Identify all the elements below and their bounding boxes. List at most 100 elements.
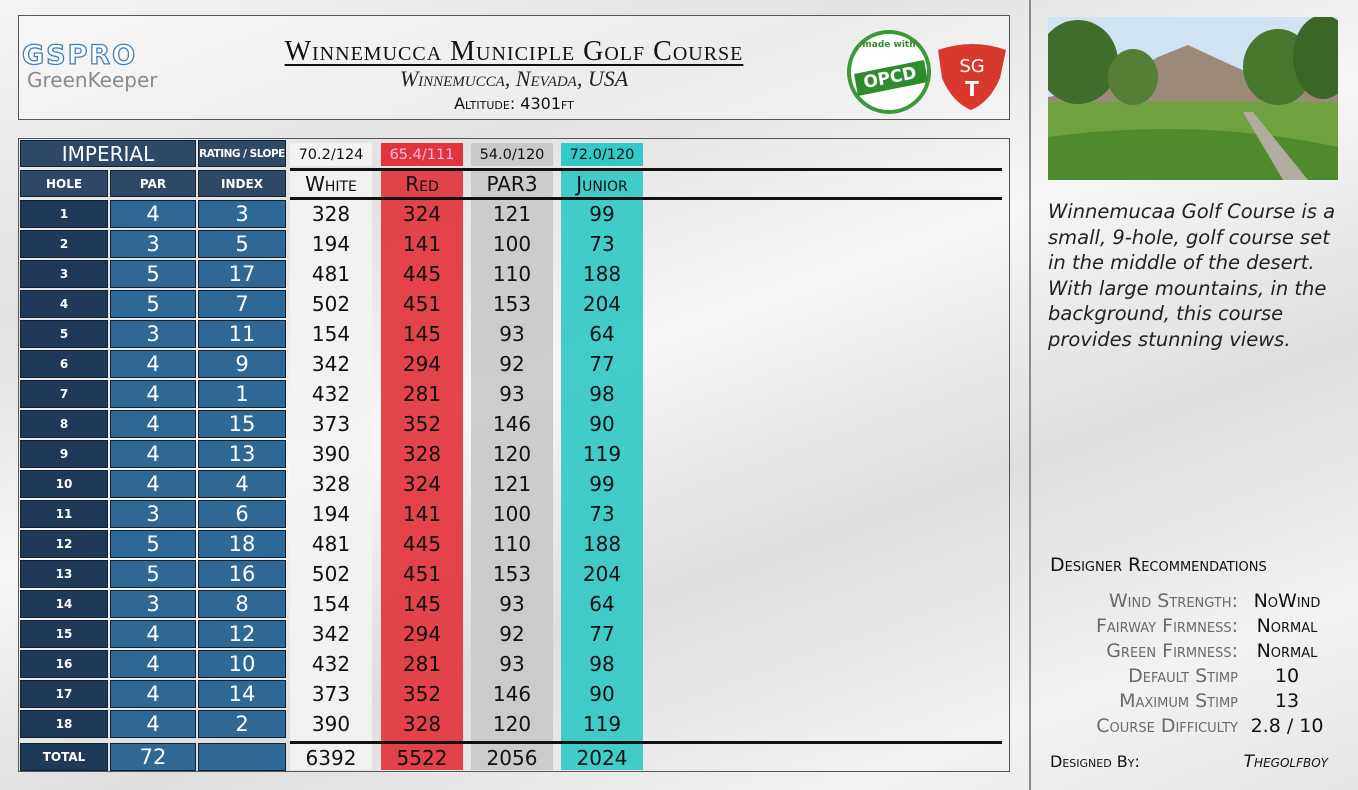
tee-rating: 70.2/124 bbox=[290, 143, 372, 166]
hole-cell: 7 bbox=[20, 380, 108, 408]
hole-cell: 15 bbox=[20, 620, 108, 648]
index-cell: 13 bbox=[198, 440, 286, 468]
tee-name: White bbox=[305, 171, 357, 196]
yardage: 188 bbox=[582, 532, 622, 556]
par-cell: 4 bbox=[110, 350, 196, 378]
badge-t: T bbox=[965, 77, 979, 101]
hole-cell: 17 bbox=[20, 680, 108, 708]
par-cell: 3 bbox=[110, 320, 196, 348]
yardage: 119 bbox=[582, 712, 622, 736]
yardage: 294 bbox=[402, 352, 442, 376]
hole-cell: 6 bbox=[20, 350, 108, 378]
yardage: 324 bbox=[402, 202, 442, 226]
yardage: 328 bbox=[311, 472, 351, 496]
par-cell: 4 bbox=[110, 410, 196, 438]
index-cell: 18 bbox=[198, 530, 286, 558]
designer: Thegolfboy bbox=[1243, 752, 1328, 772]
hole-cell: 1 bbox=[20, 200, 108, 228]
par-cell: 4 bbox=[110, 200, 196, 228]
hole-cell: 2 bbox=[20, 230, 108, 258]
setting-value: Normal bbox=[1256, 639, 1318, 662]
tree bbox=[1293, 17, 1338, 99]
index-cell: 1 bbox=[198, 380, 286, 408]
rating-label: RATING / SLOPE bbox=[198, 140, 286, 167]
yardage: 99 bbox=[589, 472, 615, 496]
cart-path bbox=[1243, 112, 1308, 180]
total-yardage: 2024 bbox=[576, 745, 628, 770]
header-box bbox=[18, 15, 1010, 120]
tee-column bbox=[381, 168, 463, 770]
course-photo bbox=[1048, 17, 1338, 180]
setting-label: Course Difficulty bbox=[1096, 714, 1238, 737]
altitude: Altitude: 4301ft bbox=[454, 94, 574, 113]
index-cell: 9 bbox=[198, 350, 286, 378]
recommendations-title: Designer Recommendations bbox=[1050, 554, 1267, 576]
setting-label: Default Stimp bbox=[1128, 664, 1238, 687]
yardage: 98 bbox=[589, 652, 615, 676]
hole-cell: 14 bbox=[20, 590, 108, 618]
par-cell: 5 bbox=[110, 560, 196, 588]
par-cell: 4 bbox=[110, 470, 196, 498]
yardage: 110 bbox=[492, 262, 532, 286]
index-cell: 6 bbox=[198, 500, 286, 528]
yardage: 481 bbox=[311, 262, 351, 286]
course-title: Winnemucca Municiple Golf Course bbox=[284, 36, 744, 67]
yardage: 119 bbox=[582, 442, 622, 466]
yardage: 324 bbox=[402, 472, 442, 496]
tee-rating: 72.0/120 bbox=[561, 143, 643, 166]
total-yardage: 6392 bbox=[305, 745, 357, 770]
logo-sub: GreenKeeper bbox=[27, 68, 158, 92]
tee-name: Junior bbox=[576, 171, 628, 196]
yardage: 204 bbox=[582, 292, 622, 316]
index-cell: 3 bbox=[198, 200, 286, 228]
yardage: 98 bbox=[589, 382, 615, 406]
index-cell: 5 bbox=[198, 230, 286, 258]
tee-column bbox=[290, 168, 372, 770]
total-yardage: 2056 bbox=[486, 745, 538, 770]
setting-value: 2.8 / 10 bbox=[1250, 714, 1324, 737]
yardage: 93 bbox=[499, 592, 525, 616]
yardage: 328 bbox=[311, 202, 351, 226]
index-cell: 2 bbox=[198, 710, 286, 738]
column-header: PAR bbox=[110, 170, 196, 197]
yardage: 93 bbox=[499, 382, 525, 406]
index-cell: 17 bbox=[198, 260, 286, 288]
badge-ribbon bbox=[854, 60, 928, 96]
badges: made with OPCD SG T bbox=[847, 30, 1006, 114]
yardage: 432 bbox=[311, 382, 351, 406]
badge-top: made with bbox=[862, 40, 915, 50]
hole-cell: 18 bbox=[20, 710, 108, 738]
yardage: 93 bbox=[499, 322, 525, 346]
rule bbox=[290, 168, 1002, 171]
yardage: 90 bbox=[589, 412, 615, 436]
yardage: 145 bbox=[402, 322, 442, 346]
yardage: 100 bbox=[492, 502, 532, 526]
yardage: 390 bbox=[311, 712, 351, 736]
yardage: 146 bbox=[492, 682, 532, 706]
setting-label: Maximum Stimp bbox=[1119, 689, 1238, 712]
yardage: 502 bbox=[311, 292, 351, 316]
yardage: 92 bbox=[499, 622, 525, 646]
yardage: 77 bbox=[589, 622, 615, 646]
rule bbox=[290, 197, 1002, 200]
par-cell: 4 bbox=[110, 710, 196, 738]
hole-cell: 12 bbox=[20, 530, 108, 558]
yardage: 294 bbox=[402, 622, 442, 646]
yardage: 153 bbox=[492, 292, 532, 316]
yardage: 373 bbox=[311, 412, 351, 436]
tree bbox=[1048, 20, 1118, 104]
logo: GSPRO bbox=[21, 39, 138, 71]
yardage: 281 bbox=[402, 382, 442, 406]
index-cell: 14 bbox=[198, 680, 286, 708]
index-cell: 12 bbox=[198, 620, 286, 648]
yardage: 100 bbox=[492, 232, 532, 256]
yardage: 77 bbox=[589, 352, 615, 376]
yardage: 481 bbox=[311, 532, 351, 556]
yardage: 120 bbox=[492, 712, 532, 736]
yardage: 110 bbox=[492, 532, 532, 556]
hole-cell: 10 bbox=[20, 470, 108, 498]
setting-value: 13 bbox=[1274, 689, 1300, 712]
par-cell: 4 bbox=[110, 620, 196, 648]
tee-rating: 65.4/111 bbox=[381, 143, 463, 166]
